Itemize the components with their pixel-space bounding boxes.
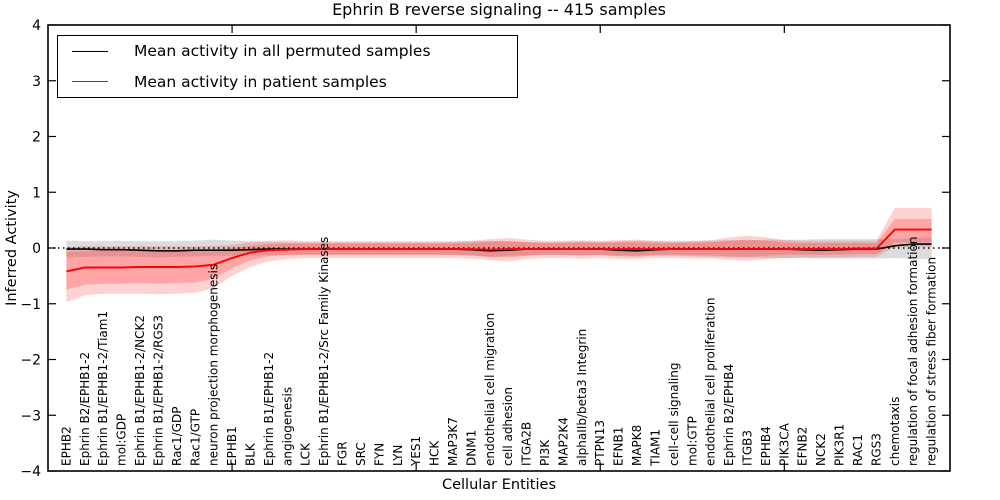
x-category-label: LCK	[299, 442, 313, 466]
x-category-label: endothelial cell migration	[483, 313, 497, 466]
x-category-label: BLK	[244, 442, 258, 466]
x-category-label: PTPN13	[593, 420, 607, 466]
y-axis-label: Inferred Activity	[4, 190, 20, 306]
x-category-label: regulation of focal adhesion formation	[906, 237, 920, 466]
x-axis-label: Cellular Entities	[441, 477, 557, 493]
x-category-label: EPHB2	[59, 426, 73, 466]
y-tick-label: −2	[20, 353, 41, 369]
x-category-label: ITGA2B	[520, 422, 534, 466]
x-category-label: Ephrin B1/EPHB1-2/RGS3	[151, 315, 165, 466]
x-category-label: NCK2	[814, 433, 828, 466]
legend-item-permuted: Mean activity in all permuted samples	[58, 36, 517, 67]
y-tick-label: 3	[32, 74, 41, 90]
x-category-label: Ephrin B2/EPHB4	[722, 364, 736, 466]
x-category-label: PIK3CA	[777, 422, 791, 466]
x-category-label: SRC	[354, 442, 368, 466]
x-category-label: MAPK8	[630, 425, 644, 466]
x-category-label: alphaIIb/beta3 Integrin	[575, 329, 589, 466]
y-tick-label: −4	[20, 464, 41, 480]
x-category-label: LYN	[391, 445, 405, 466]
x-category-label: endothelial cell proliferation	[704, 298, 718, 466]
legend-line-sample-red	[72, 81, 108, 83]
x-category-label: EPHB4	[759, 426, 773, 466]
y-tick-label: 1	[32, 185, 41, 201]
band-patient-range-outer	[66, 207, 932, 303]
band-patient-range-inner	[66, 219, 932, 290]
x-category-label: chemotaxis	[888, 397, 902, 466]
x-category-label: Ephrin B1/EPHB1-2	[262, 352, 276, 466]
x-category-label: PIK3R1	[833, 424, 847, 466]
x-category-label: TIAM1	[649, 429, 663, 467]
x-category-label: EPHB1	[225, 426, 239, 466]
x-category-label: mol:GTP	[685, 416, 699, 466]
x-category-label: Rac1/GDP	[170, 407, 184, 466]
x-category-label: ITGB3	[741, 430, 755, 466]
x-category-label: RAC1	[851, 434, 865, 466]
x-category-label: angiogenesis	[280, 387, 294, 466]
x-category-label: mol:GDP	[115, 414, 129, 466]
x-category-label: cell adhesion	[501, 387, 515, 466]
chart-title: Ephrin B reverse signaling -- 415 sample…	[332, 0, 666, 19]
y-tick-label: 0	[32, 241, 41, 257]
x-category-label: Ephrin B1/EPHB1-2/Src Family Kinases	[317, 237, 331, 466]
x-category-label: MAP2K4	[556, 417, 570, 466]
x-category-label: Rac1/GTP	[188, 409, 202, 466]
y-tick-label: −3	[20, 408, 41, 424]
series-line-patient	[66, 228, 932, 273]
y-tick-label: 2	[32, 130, 41, 146]
x-category-label: PI3K	[538, 439, 552, 466]
x-category-label: Ephrin B1/EPHB1-2/NCK2	[133, 315, 147, 466]
x-category-label: Ephrin B1/EPHB1-2/Tiam1	[96, 311, 110, 466]
x-category-label: EFNB2	[796, 427, 810, 466]
y-tick-label: −1	[20, 297, 41, 313]
x-category-label: cell-cell signaling	[667, 363, 681, 467]
x-category-label: Ephrin B2/EPHB1-2	[78, 352, 92, 466]
x-category-label: MAP3K7	[446, 417, 460, 466]
legend-label-permuted: Mean activity in all permuted samples	[134, 42, 431, 61]
x-category-label: HCK	[428, 440, 442, 466]
legend: Mean activity in all permuted samples Me…	[57, 35, 518, 98]
x-category-label: FYN	[372, 443, 386, 466]
legend-line-sample-black	[72, 50, 108, 52]
x-category-label: RGS3	[869, 433, 883, 466]
x-category-label: regulation of stress fiber formation	[925, 257, 939, 466]
x-category-label: EFNB1	[612, 427, 626, 466]
x-category-label: neuron projection morphogenesis	[207, 264, 221, 466]
y-tick-label: 4	[32, 18, 41, 34]
legend-item-patient: Mean activity in patient samples	[58, 67, 517, 98]
x-category-label: FGR	[336, 441, 350, 466]
x-category-label: DNM1	[464, 430, 478, 466]
legend-label-patient: Mean activity in patient samples	[134, 72, 387, 91]
x-category-label: YES1	[409, 436, 423, 467]
